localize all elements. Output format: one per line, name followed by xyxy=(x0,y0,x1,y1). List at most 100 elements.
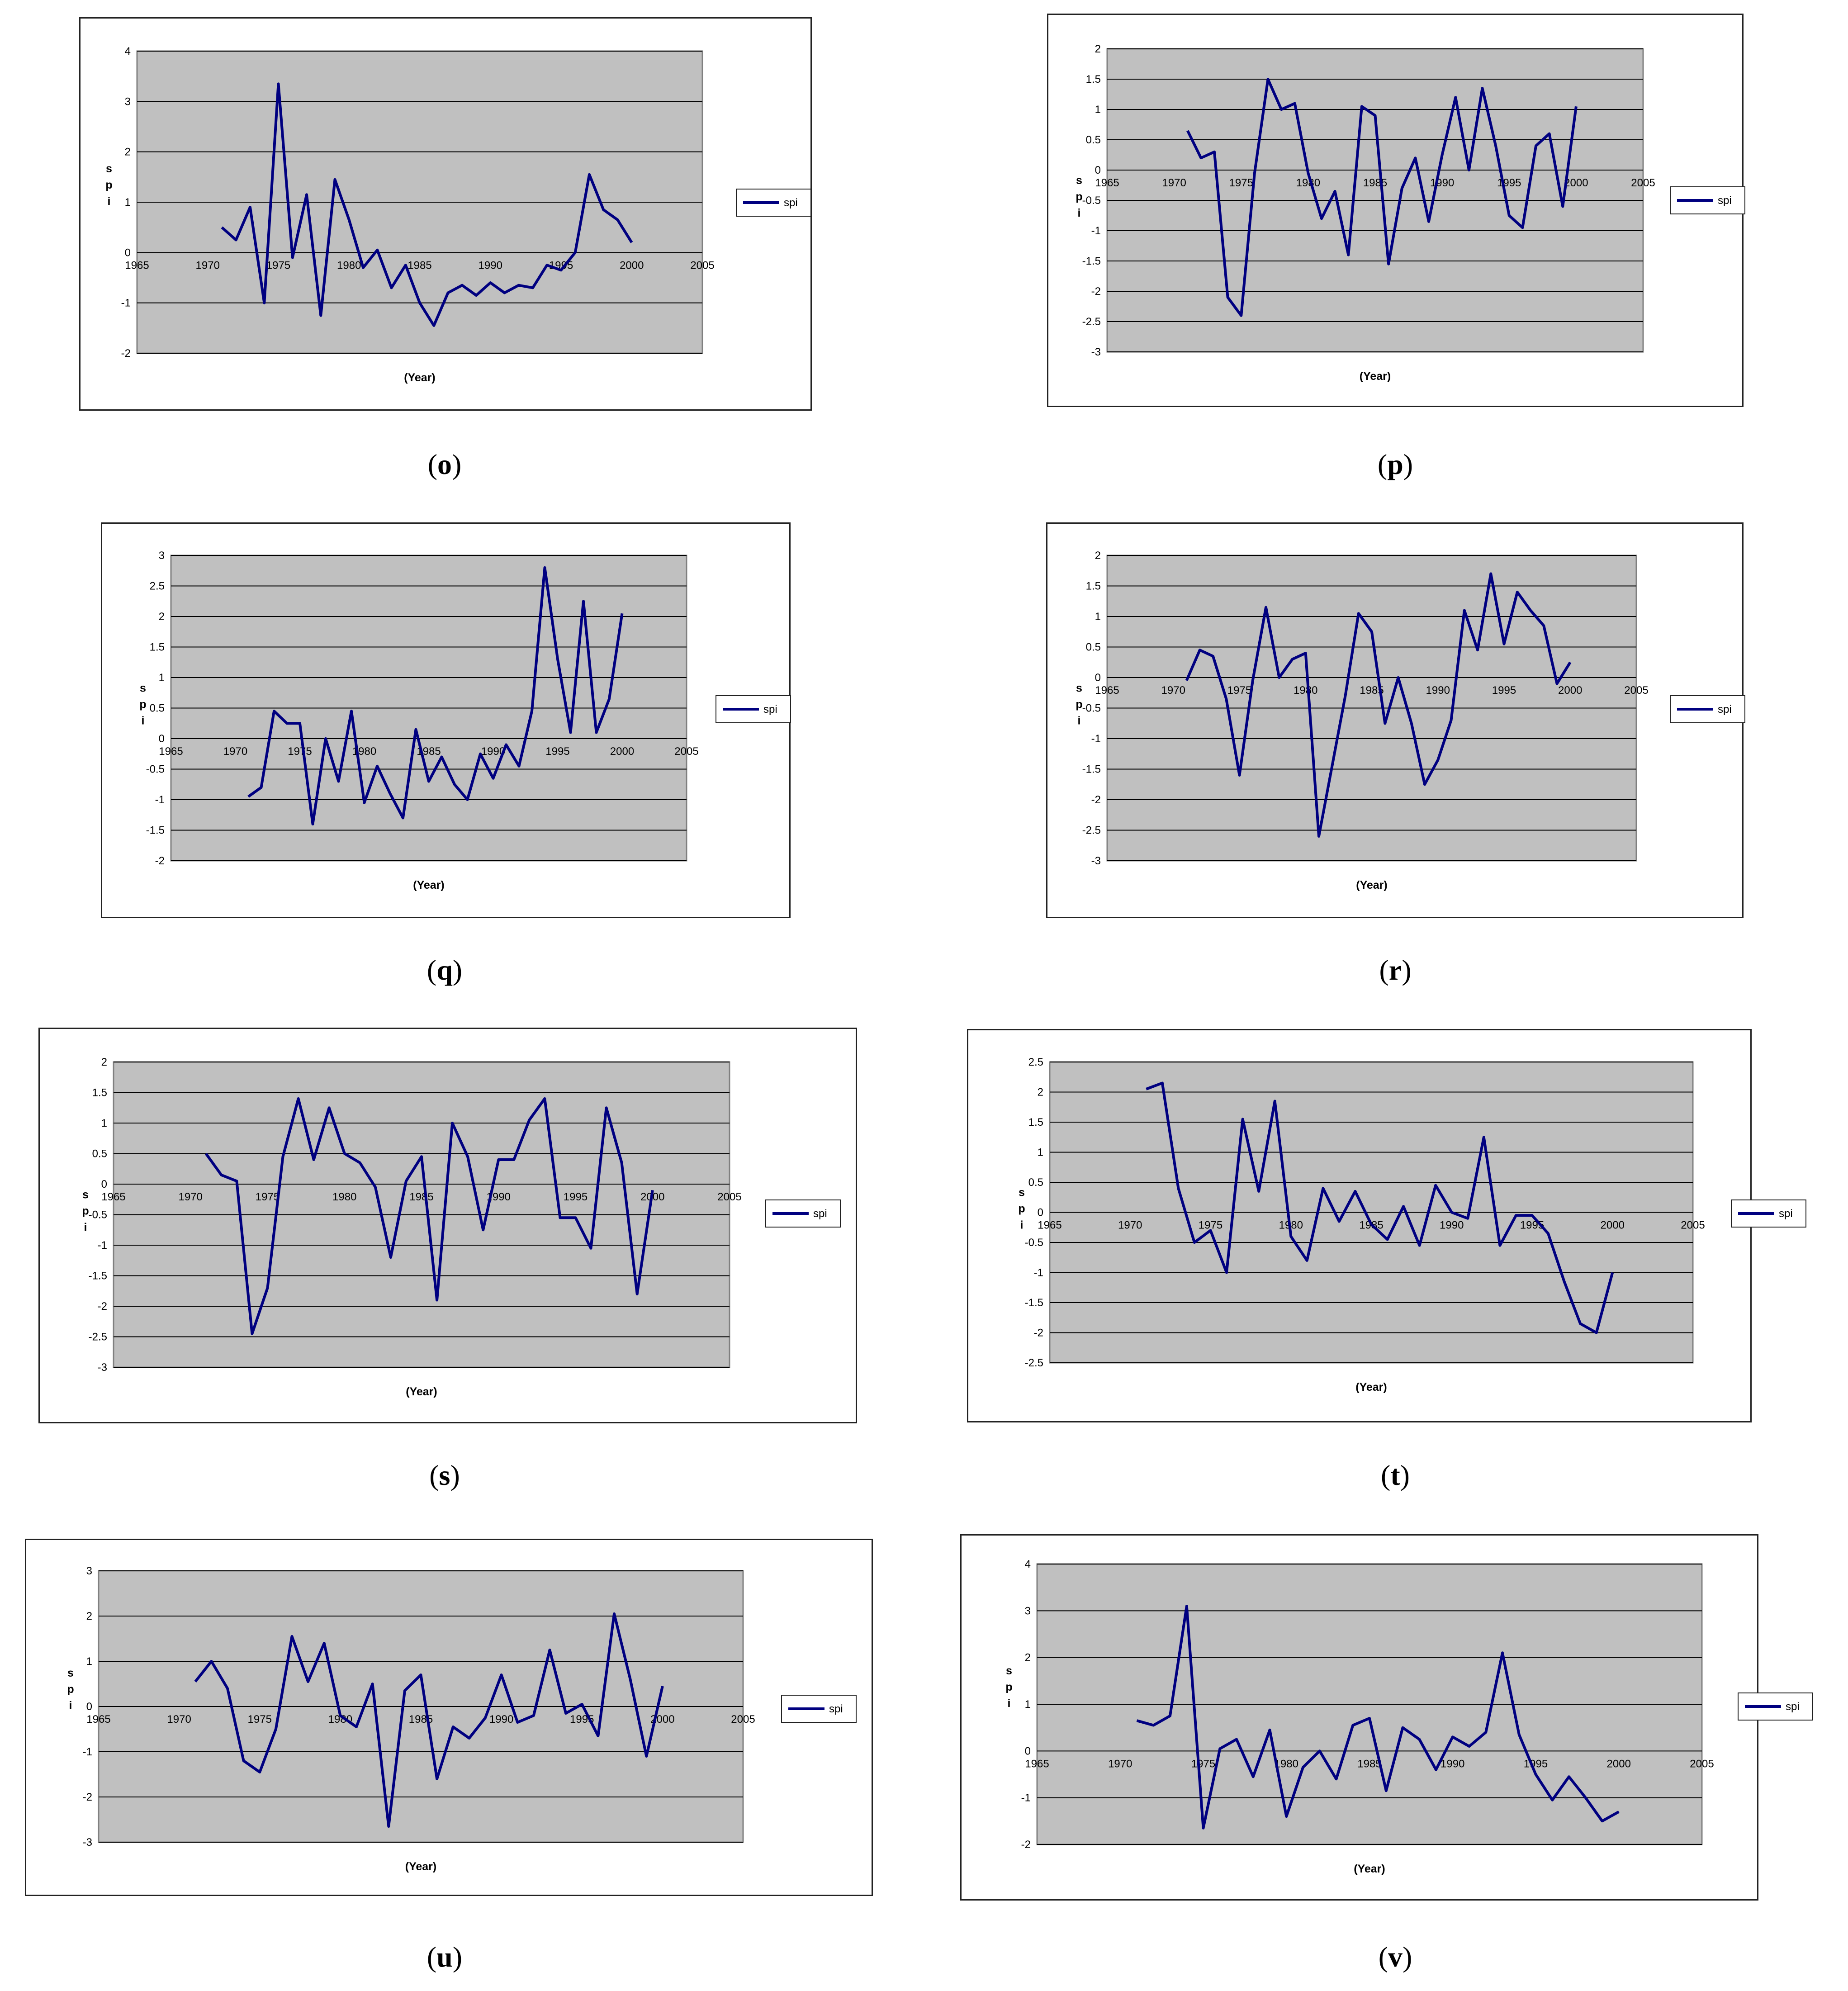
chart-panel-r: -3 -2.5 -2 -1.5 -1 -0.5 0 0.5 1 1.5 2 1965 1970 1975 1… xyxy=(1046,522,1745,918)
y-axis-label: i xyxy=(1008,1697,1011,1710)
y-tick-label: -2 xyxy=(1091,285,1101,298)
y-tick-label: 2.5 xyxy=(150,580,165,593)
y-tick-label: 2.5 xyxy=(1028,1056,1043,1068)
y-tick-label: -0.5 xyxy=(146,763,165,776)
x-tick-label: 1990 xyxy=(479,259,502,271)
y-axis-label: p xyxy=(1005,1681,1012,1693)
y-axis-label: i xyxy=(142,715,145,727)
y-tick-label: -2 xyxy=(83,1791,92,1803)
panel-letter: t xyxy=(1390,1459,1400,1491)
x-tick-label: 2005 xyxy=(1681,1219,1705,1232)
y-tick-label: -2.5 xyxy=(1082,825,1101,837)
x-tick-label: 1970 xyxy=(179,1191,203,1203)
x-tick-label: 2005 xyxy=(690,259,714,271)
legend-label: spi xyxy=(1718,703,1732,716)
y-axis-label: p xyxy=(1076,190,1082,203)
panel-caption-o: (o) xyxy=(427,448,462,480)
x-tick-label: 2000 xyxy=(1601,1219,1625,1232)
y-tick-label: -1.5 xyxy=(1082,763,1101,776)
series-line-spi xyxy=(194,1612,664,1828)
x-tick-label: 1985 xyxy=(1363,177,1387,189)
x-tick-label: 1965 xyxy=(1095,177,1119,189)
x-tick-label: 1970 xyxy=(196,259,220,271)
y-tick-label: 0.5 xyxy=(1086,641,1101,654)
y-tick-label: 1 xyxy=(86,1655,92,1668)
y-tick-label: -1 xyxy=(1021,1792,1031,1804)
y-tick-label: 0 xyxy=(125,247,131,259)
y-axis-label: p xyxy=(1076,698,1082,711)
y-tick-label: 4 xyxy=(1025,1558,1031,1570)
x-tick-label: 1990 xyxy=(1426,684,1450,697)
y-axis-label: s xyxy=(67,1667,74,1679)
y-tick-label: -1.5 xyxy=(1082,255,1101,267)
y-tick-label: 0.5 xyxy=(1086,134,1101,146)
x-tick-label: 1980 xyxy=(337,259,361,271)
panel-caption-s: (s) xyxy=(429,1459,460,1491)
y-tick-label: 3 xyxy=(1025,1605,1031,1617)
y-tick-label: -1 xyxy=(83,1746,92,1758)
y-tick-label: 2 xyxy=(1038,1086,1043,1099)
panel-caption-u: (u) xyxy=(426,1941,463,1973)
x-axis-title: (Year) xyxy=(1354,1863,1385,1875)
x-axis-title: (Year) xyxy=(405,1860,436,1873)
y-tick-label: -2 xyxy=(1034,1327,1043,1339)
x-tick-label: 1990 xyxy=(1440,1758,1464,1770)
y-axis-label: s xyxy=(82,1189,89,1201)
x-tick-label: 1965 xyxy=(86,1713,110,1726)
y-tick-label: 0 xyxy=(86,1701,92,1713)
y-tick-label: 1.5 xyxy=(1028,1116,1043,1128)
series-line-spi xyxy=(204,1097,654,1335)
y-tick-label: 1 xyxy=(1038,1147,1043,1159)
x-tick-label: 1990 xyxy=(1430,177,1454,189)
y-tick-label: -2 xyxy=(1091,794,1101,806)
y-axis-label: p xyxy=(139,698,146,711)
y-tick-label: 1 xyxy=(159,672,165,684)
series-line-spi xyxy=(1146,1081,1614,1334)
x-axis-title: (Year) xyxy=(406,1385,437,1398)
y-tick-label: -2 xyxy=(98,1300,107,1313)
x-tick-label: 1970 xyxy=(223,745,247,758)
x-tick-label: 2005 xyxy=(1631,177,1655,189)
panel-letter: s xyxy=(439,1459,450,1491)
legend-label: spi xyxy=(829,1703,843,1715)
y-tick-label: 1.5 xyxy=(1086,73,1101,85)
y-tick-label: -0.5 xyxy=(89,1209,107,1221)
chart-panel-o: -2 -1 0 1 2 3 4 1965 1970 1975 1980 1985 1990 1995 200… xyxy=(79,17,812,411)
x-tick-label: 1965 xyxy=(1095,684,1119,697)
x-tick-label: 2005 xyxy=(717,1191,741,1203)
x-tick-label: 2005 xyxy=(1690,1758,1714,1770)
x-tick-label: 1975 xyxy=(1191,1758,1215,1770)
y-tick-label: -1 xyxy=(155,794,165,806)
y-axis-label: p xyxy=(1018,1203,1025,1215)
x-tick-label: 1970 xyxy=(167,1713,191,1726)
panel-letter: v xyxy=(1388,1941,1403,1973)
panel-letter: u xyxy=(436,1941,453,1973)
y-tick-label: -3 xyxy=(1091,855,1101,867)
x-axis-title: (Year) xyxy=(1356,879,1387,891)
y-axis-label: s xyxy=(1076,682,1082,695)
legend-label: spi xyxy=(1779,1208,1793,1220)
y-tick-label: 0 xyxy=(159,733,165,745)
legend-label: spi xyxy=(1786,1701,1800,1713)
y-tick-label: 2 xyxy=(101,1056,107,1068)
x-tick-label: 2005 xyxy=(731,1713,755,1726)
y-tick-label: 0 xyxy=(1095,164,1101,176)
x-tick-label: 1995 xyxy=(545,745,569,758)
series-line-spi xyxy=(1136,1605,1620,1830)
x-tick-label: 2005 xyxy=(674,745,698,758)
chart-panel-t: -2.5 -2 -1.5 -1 -0.5 0 0.5 1 1.5 2 2.5 1965 1970 1975… xyxy=(967,1029,1806,1422)
chart-panel-s: -3 -2.5 -2 -1.5 -1 -0.5 0 0.5 1 1.5 2 1965 1970 1975 1… xyxy=(38,1028,857,1423)
x-tick-label: 1965 xyxy=(159,745,183,758)
x-tick-label: 1975 xyxy=(266,259,290,271)
panel-letter: o xyxy=(437,448,452,480)
y-tick-label: -1 xyxy=(1091,733,1101,745)
x-tick-label: 1990 xyxy=(489,1713,513,1726)
panel-letter: q xyxy=(436,954,453,986)
x-tick-label: 1995 xyxy=(1492,684,1516,697)
x-axis-title: (Year) xyxy=(1360,370,1391,383)
x-tick-label: 1985 xyxy=(1357,1758,1381,1770)
